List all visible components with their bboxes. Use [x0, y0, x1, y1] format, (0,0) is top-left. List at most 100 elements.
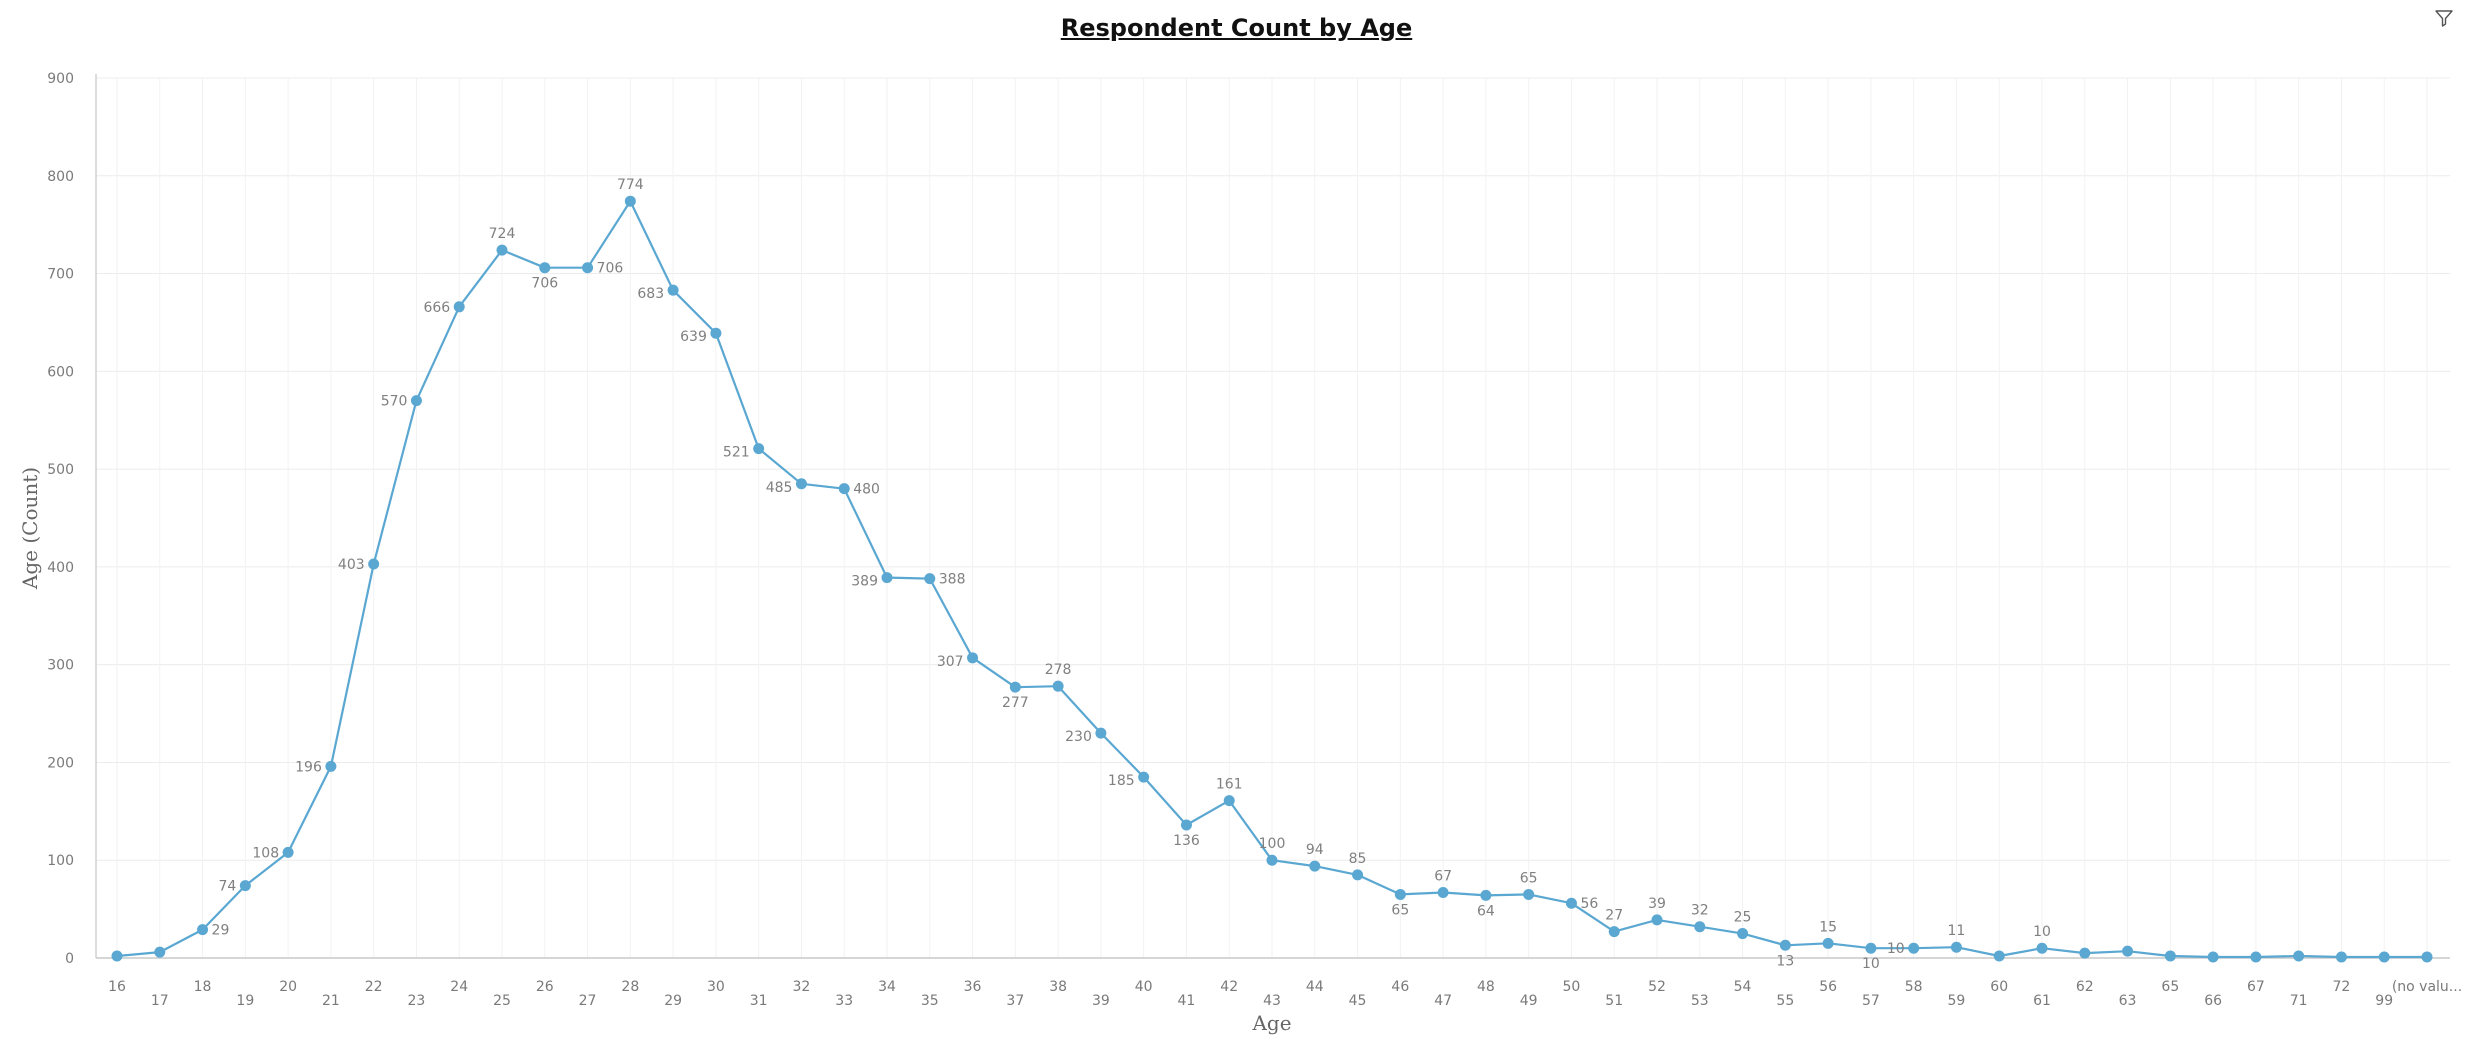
- x-tick-label: 27: [579, 993, 597, 1009]
- data-point: [1266, 854, 1278, 866]
- y-tick-label: 300: [47, 658, 74, 674]
- y-tick-label: 500: [47, 462, 74, 478]
- data-label: 278: [1045, 662, 1072, 678]
- x-tick-label: 50: [1563, 979, 1581, 995]
- x-tick-label: 26: [536, 979, 554, 995]
- x-tick-label: 29: [664, 993, 682, 1009]
- x-tick-label: 24: [450, 979, 468, 995]
- data-point: [967, 652, 979, 664]
- data-point: [1352, 869, 1364, 881]
- data-point: [1565, 897, 1577, 909]
- data-point: [710, 327, 722, 339]
- x-tick-label: 35: [921, 993, 939, 1009]
- y-tick-label: 0: [65, 951, 74, 967]
- x-tick-label: 59: [1948, 993, 1966, 1009]
- x-tick-label: 58: [1905, 979, 1923, 995]
- data-point: [1608, 926, 1620, 938]
- x-tick-label: 62: [2076, 979, 2094, 995]
- data-label: 29: [212, 923, 230, 939]
- x-tick-label: 57: [1862, 993, 1880, 1009]
- data-point: [325, 760, 337, 772]
- data-label: 480: [853, 482, 880, 498]
- data-label: 27: [1605, 908, 1623, 924]
- x-tick-label: 43: [1263, 993, 1281, 1009]
- x-tick-label: 25: [493, 993, 511, 1009]
- data-label: 10: [1862, 956, 1880, 972]
- data-label: 521: [723, 445, 750, 461]
- x-tick-label: 72: [2333, 979, 2351, 995]
- x-tick-label: 48: [1477, 979, 1495, 995]
- x-tick-label: 16: [108, 979, 126, 995]
- data-point: [539, 262, 551, 274]
- data-point: [410, 395, 422, 407]
- data-point: [1394, 888, 1406, 900]
- y-tick-label: 400: [47, 560, 74, 576]
- y-axis: 0 100 200 300 400 500 600 700 800 900: [47, 71, 97, 967]
- data-point: [2421, 951, 2433, 963]
- data-label: 683: [637, 286, 664, 302]
- data-label: 196: [295, 759, 322, 775]
- data-point: [1822, 937, 1834, 949]
- data-label: 11: [1948, 923, 1966, 939]
- x-tick-label: 44: [1306, 979, 1324, 995]
- data-point: [1865, 942, 1877, 954]
- data-point: [1180, 819, 1192, 831]
- x-tick-label: 53: [1691, 993, 1709, 1009]
- data-point: [838, 483, 850, 495]
- filter-icon[interactable]: [2434, 8, 2454, 28]
- x-axis-title: Age: [1251, 1011, 1291, 1035]
- data-point: [1223, 795, 1235, 807]
- data-point: [1993, 950, 2005, 962]
- data-point: [2250, 951, 2262, 963]
- data-point: [795, 478, 807, 490]
- data-point: [2207, 951, 2219, 963]
- x-tick-label: 17: [151, 993, 169, 1009]
- y-axis-title: Age (Count): [18, 467, 42, 590]
- x-tick-label: 31: [750, 993, 768, 1009]
- data-point: [1138, 771, 1150, 783]
- data-point: [624, 195, 636, 207]
- x-tick-label: 45: [1349, 993, 1367, 1009]
- data-label: 307: [937, 654, 964, 670]
- data-point: [453, 301, 465, 313]
- data-label: 388: [939, 572, 966, 588]
- data-point: [197, 924, 209, 936]
- data-label: 277: [1002, 695, 1029, 711]
- x-tick-label: 42: [1220, 979, 1238, 995]
- data-label: 136: [1173, 833, 1200, 849]
- data-label: 185: [1108, 773, 1135, 789]
- x-tick-label: 65: [2161, 979, 2179, 995]
- data-point: [2079, 947, 2091, 959]
- data-point: [2335, 951, 2347, 963]
- x-tick-label: 36: [964, 979, 982, 995]
- x-tick-label: 40: [1135, 979, 1153, 995]
- x-tick-label: 99: [2375, 993, 2393, 1009]
- data-point: [667, 284, 679, 296]
- data-label: 724: [489, 226, 516, 242]
- x-tick-label: 19: [236, 993, 254, 1009]
- data-point: [1908, 942, 1920, 954]
- data-label: 25: [1734, 910, 1752, 926]
- x-tick-label: 23: [408, 993, 426, 1009]
- x-tick-label: 61: [2033, 993, 2051, 1009]
- x-tick-label: 22: [365, 979, 383, 995]
- data-label: 64: [1477, 903, 1495, 919]
- x-tick-label: 54: [1734, 979, 1752, 995]
- data-label: 108: [252, 845, 279, 861]
- x-tick-label: 47: [1434, 993, 1452, 1009]
- data-point: [2164, 950, 2176, 962]
- x-tick-label: 18: [194, 979, 212, 995]
- data-label: 666: [423, 300, 450, 316]
- x-tick-label: 38: [1049, 979, 1067, 995]
- x-tick-label: 71: [2290, 993, 2308, 1009]
- x-tick-label: 55: [1776, 993, 1794, 1009]
- data-labels: 29 74 108 196 403 570 666 724 706 706 774 683 639 521…: [212, 177, 2051, 972]
- x-tick-label: 30: [707, 979, 725, 995]
- x-tick-label: 41: [1178, 993, 1196, 1009]
- data-label: 65: [1391, 902, 1409, 918]
- data-point: [753, 443, 765, 455]
- x-axis: 16 17 18 19 20 21 22 23 24 25 26 27 28 29 30 31 32 33 34 35…: [96, 957, 2462, 1009]
- data-label: 161: [1216, 777, 1243, 793]
- data-point: [1437, 886, 1449, 898]
